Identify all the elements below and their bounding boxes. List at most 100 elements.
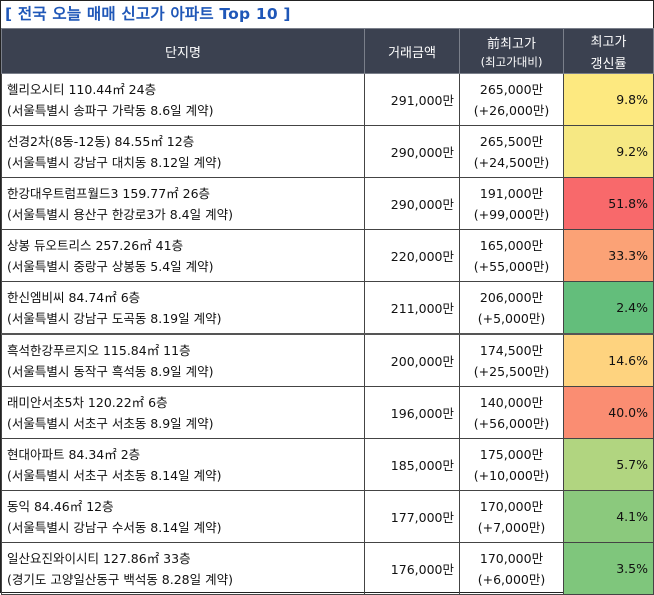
cell-rate: 3.5%: [563, 542, 654, 595]
apartment-name: 일산요진와이시티 127.86㎡ 33층: [7, 550, 191, 566]
cell-rate: 2.4%: [563, 281, 654, 335]
header-row: 단지명 거래금액 前최고가 (최고가대비) 최고가 갱신률: [1, 28, 654, 74]
prev-high-price: 175,000만: [479, 446, 544, 462]
cell-name: 현대아파트 84.34㎡ 2층 (서울특별시 서초구 서초동 8.14일 계약): [1, 438, 365, 491]
prev-high-price: 170,000만: [479, 550, 544, 566]
apartment-name: 헬리오시티 110.44㎡ 24층: [7, 81, 157, 97]
apartment-name: 선경2차(8동-12동) 84.55㎡ 12층: [7, 133, 195, 149]
header-name: 단지명: [1, 28, 365, 74]
cell-name: 한강대우트럼프월드3 159.77㎡ 26층 (서울특별시 용산구 한강로3가 8…: [1, 177, 365, 230]
cell-rate: 9.2%: [563, 125, 654, 178]
prev-high-price: 265,500만: [479, 133, 544, 149]
table-row: 일산요진와이시티 127.86㎡ 33층 (경기도 고양일산동구 백석동 8.28…: [1, 542, 654, 595]
cell-prev-high: 265,500만 (+24,500만): [459, 125, 564, 178]
table-row: 헬리오시티 110.44㎡ 24층 (서울특별시 송파구 가락동 8.6일 계약)…: [1, 73, 654, 126]
apartment-location: (서울특별시 서초구 서초동 8.14일 계약): [7, 467, 222, 483]
apartment-name: 한신엠비씨 84.74㎡ 6층: [7, 289, 141, 305]
prev-high-diff: (+99,000만): [473, 206, 550, 222]
cell-amount: 177,000만: [364, 490, 460, 543]
prev-high-diff: (+25,500만): [473, 363, 550, 379]
page-title: [ 전국 오늘 매매 신고가 아파트 Top 10 ]: [5, 5, 291, 23]
cell-rate: 4.1%: [563, 490, 654, 543]
prev-high-price: 170,000만: [479, 498, 544, 514]
cell-prev-high: 140,000만 (+56,000만): [459, 386, 564, 439]
apartment-name: 한강대우트럼프월드3 159.77㎡ 26층: [7, 185, 211, 201]
prev-high-diff: (+6,000만): [477, 571, 546, 587]
header-rate: 최고가 갱신률: [563, 28, 654, 74]
header-rate-line2: 갱신률: [590, 56, 627, 72]
apartment-location: (경기도 고양일산동구 백석동 8.28일 계약): [7, 571, 233, 587]
cell-prev-high: 265,000만 (+26,000만): [459, 73, 564, 126]
prev-high-diff: (+24,500만): [473, 154, 550, 170]
cell-name: 동익 84.46㎡ 12층 (서울특별시 강남구 수서동 8.14일 계약): [1, 490, 365, 543]
cell-prev-high: 170,000만 (+6,000만): [459, 542, 564, 595]
cell-name: 상봉 듀오트리스 257.26㎡ 41층 (서울특별시 중랑구 상봉동 5.4일 …: [1, 229, 365, 282]
prev-high-price: 265,000만: [479, 81, 544, 97]
header-prev-high-line1: 前최고가: [487, 36, 536, 52]
table-row: 현대아파트 84.34㎡ 2층 (서울특별시 서초구 서초동 8.14일 계약) 1…: [1, 438, 654, 491]
header-prev-high-line2: (최고가대비): [480, 54, 543, 69]
prev-high-price: 165,000만: [479, 237, 544, 253]
cell-rate: 40.0%: [563, 386, 654, 439]
apartment-location: (서울특별시 강남구 수서동 8.14일 계약): [7, 519, 222, 535]
cell-prev-high: 170,000만 (+7,000만): [459, 490, 564, 543]
cell-rate: 14.6%: [563, 333, 654, 387]
apartment-location: (서울특별시 강남구 도곡동 8.19일 계약): [7, 310, 222, 326]
table-row: 선경2차(8동-12동) 84.55㎡ 12층 (서울특별시 강남구 대치동 8.…: [1, 125, 654, 178]
apartment-location: (서울특별시 동작구 흑석동 8.9일 계약): [7, 363, 214, 379]
cell-amount: 211,000만: [364, 281, 460, 335]
apartment-name: 현대아파트 84.34㎡ 2층: [7, 446, 141, 462]
apartment-name: 동익 84.46㎡ 12층: [7, 498, 114, 514]
prev-high-diff: (+56,000만): [473, 415, 550, 431]
cell-rate: 9.8%: [563, 73, 654, 126]
cell-amount: 196,000만: [364, 386, 460, 439]
apartment-location: (서울특별시 서초구 서초동 8.9일 계약): [7, 415, 214, 431]
header-prev-high: 前최고가 (최고가대비): [459, 28, 564, 74]
apartment-table: 단지명 거래금액 前최고가 (최고가대비) 최고가 갱신률 헬리오시티 110.…: [1, 28, 654, 595]
cell-name: 헬리오시티 110.44㎡ 24층 (서울특별시 송파구 가락동 8.6일 계약): [1, 73, 365, 126]
prev-high-price: 191,000만: [479, 185, 544, 201]
cell-rate: 33.3%: [563, 229, 654, 282]
cell-amount: 290,000만: [364, 177, 460, 230]
cell-prev-high: 174,500만 (+25,500만): [459, 333, 564, 387]
cell-name: 흑석한강푸르지오 115.84㎡ 11층 (서울특별시 동작구 흑석동 8.9일 …: [1, 333, 365, 387]
table-row: 래미안서초5차 120.22㎡ 6층 (서울특별시 서초구 서초동 8.9일 계약…: [1, 386, 654, 439]
header-rate-line1: 최고가: [590, 34, 627, 50]
cell-rate: 51.8%: [563, 177, 654, 230]
cell-name: 한신엠비씨 84.74㎡ 6층 (서울특별시 강남구 도곡동 8.19일 계약): [1, 281, 365, 335]
table-body: 헬리오시티 110.44㎡ 24층 (서울특별시 송파구 가락동 8.6일 계약)…: [1, 73, 654, 595]
prev-high-diff: (+7,000만): [477, 519, 546, 535]
cell-prev-high: 165,000만 (+55,000만): [459, 229, 564, 282]
cell-amount: 176,000만: [364, 542, 460, 595]
prev-high-diff: (+26,000만): [473, 102, 550, 118]
cell-amount: 220,000만: [364, 229, 460, 282]
cell-prev-high: 206,000만 (+5,000만): [459, 281, 564, 335]
cell-rate: 5.7%: [563, 438, 654, 491]
apartment-location: (서울특별시 송파구 가락동 8.6일 계약): [7, 102, 214, 118]
header-amount: 거래금액: [364, 28, 460, 74]
apartment-location: (서울특별시 중랑구 상봉동 5.4일 계약): [7, 258, 214, 274]
apartment-name: 흑석한강푸르지오 115.84㎡ 11층: [7, 342, 191, 358]
table-row: 동익 84.46㎡ 12층 (서울특별시 강남구 수서동 8.14일 계약) 177…: [1, 490, 654, 543]
apartment-location: (서울특별시 강남구 대치동 8.12일 계약): [7, 154, 222, 170]
cell-prev-high: 175,000만 (+10,000만): [459, 438, 564, 491]
cell-amount: 200,000만: [364, 333, 460, 387]
apartment-name: 래미안서초5차 120.22㎡ 6층: [7, 394, 168, 410]
cell-amount: 185,000만: [364, 438, 460, 491]
cell-name: 선경2차(8동-12동) 84.55㎡ 12층 (서울특별시 강남구 대치동 8.…: [1, 125, 365, 178]
table-row: 한강대우트럼프월드3 159.77㎡ 26층 (서울특별시 용산구 한강로3가 8…: [1, 177, 654, 230]
table-row: 상봉 듀오트리스 257.26㎡ 41층 (서울특별시 중랑구 상봉동 5.4일 …: [1, 229, 654, 282]
prev-high-diff: (+5,000만): [477, 310, 546, 326]
apartment-name: 상봉 듀오트리스 257.26㎡ 41층: [7, 237, 184, 253]
cell-name: 일산요진와이시티 127.86㎡ 33층 (경기도 고양일산동구 백석동 8.28…: [1, 542, 365, 595]
table-row: 한신엠비씨 84.74㎡ 6층 (서울특별시 강남구 도곡동 8.19일 계약) 2…: [1, 281, 654, 335]
apartment-location: (서울특별시 용산구 한강로3가 8.4일 계약): [7, 206, 233, 222]
cell-amount: 290,000만: [364, 125, 460, 178]
prev-high-price: 174,500만: [479, 342, 544, 358]
prev-high-price: 206,000만: [479, 289, 544, 305]
cell-prev-high: 191,000만 (+99,000만): [459, 177, 564, 230]
cell-name: 래미안서초5차 120.22㎡ 6층 (서울특별시 서초구 서초동 8.9일 계약…: [1, 386, 365, 439]
cell-amount: 291,000만: [364, 73, 460, 126]
prev-high-price: 140,000만: [479, 394, 544, 410]
